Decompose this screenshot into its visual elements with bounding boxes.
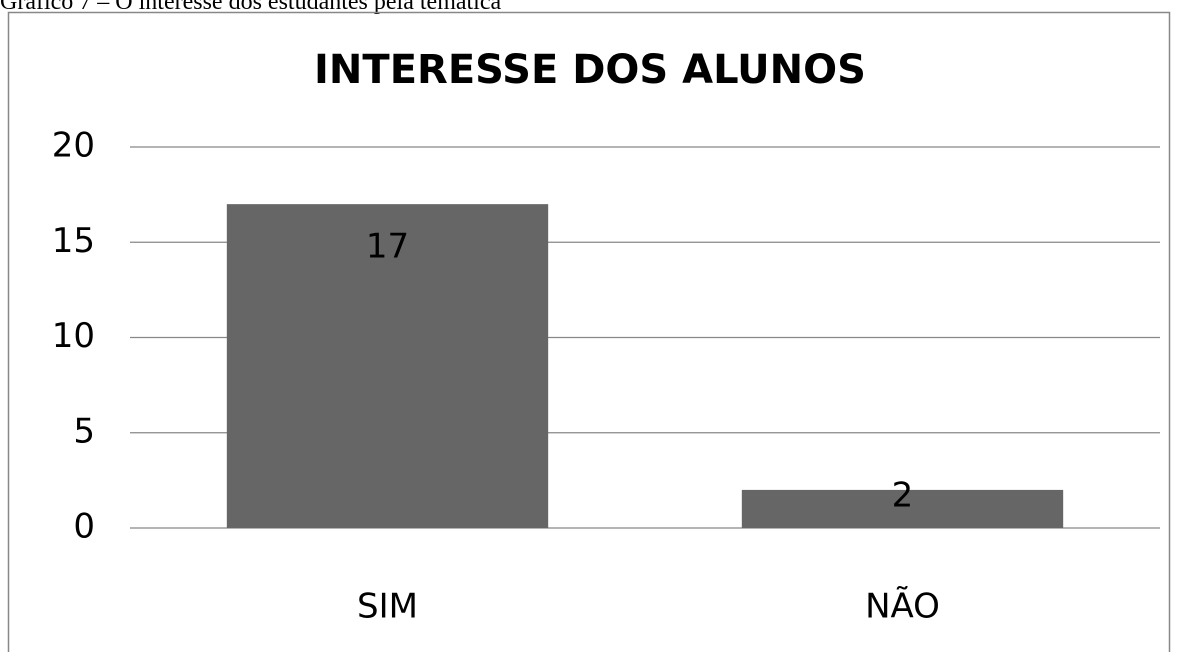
bar [741,489,1064,528]
x-tick-label: SIM [357,587,418,627]
caption: Gráfico 7 – O interesse dos estudantes p… [0,0,502,15]
data-label: 2 [892,475,914,515]
chart-title: INTERESSE DOS ALUNOS [314,47,866,93]
y-tick-label: 0 [73,507,95,547]
chart-frame [7,11,1171,652]
y-tick-label: 5 [73,411,95,451]
y-tick-label: 10 [52,316,95,356]
x-tick-label: NÃO [865,587,940,627]
y-tick-label: 20 [52,126,95,166]
data-label: 17 [366,227,409,267]
bar [226,204,549,528]
y-tick-label: 15 [52,221,95,261]
